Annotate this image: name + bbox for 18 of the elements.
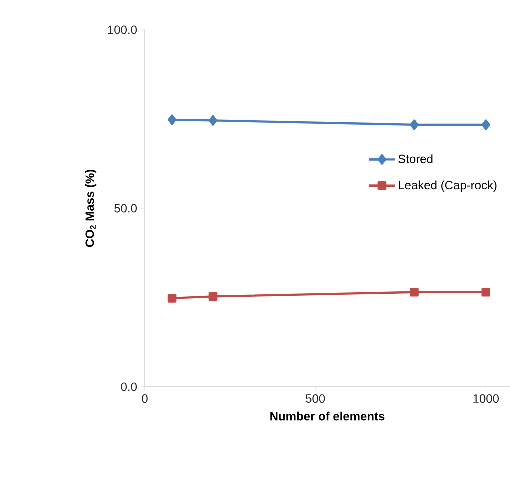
x-tick-label: 0 (142, 394, 148, 404)
y-tick-label: 100.0 (108, 26, 138, 34)
legend-label: Stored (398, 154, 433, 164)
point (410, 288, 419, 297)
point (410, 120, 419, 130)
x-tick-label: 500 (306, 394, 326, 404)
point (482, 120, 490, 130)
point (482, 288, 491, 297)
y-tick-label: 50.0 (114, 204, 138, 213)
y-tick-label: 0.0 (121, 382, 138, 392)
legend-label: Leaked (Cap-rock) (399, 180, 497, 192)
point (168, 294, 177, 303)
point (208, 115, 218, 126)
x-tick-label: 1000 (474, 394, 500, 404)
x-axis-title: Number of elements (270, 412, 385, 421)
y-axis-title: CO$_{2}$ Mass (%) (85, 170, 97, 248)
point (168, 114, 177, 126)
point (208, 292, 218, 302)
